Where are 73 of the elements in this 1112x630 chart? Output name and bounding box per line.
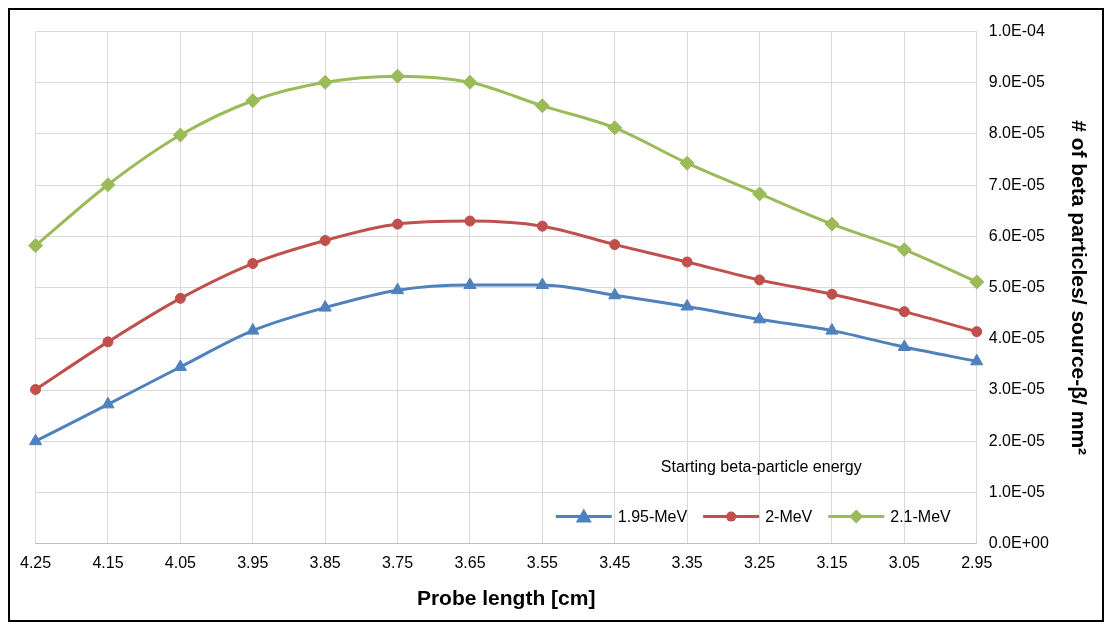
point xyxy=(896,242,912,258)
x-tick-label: 3.85 xyxy=(309,553,341,571)
point xyxy=(317,74,333,90)
y-tick-label: 8.0E-05 xyxy=(988,124,1045,142)
point xyxy=(246,323,260,335)
x-tick-label: 3.65 xyxy=(454,553,486,571)
point xyxy=(247,258,259,270)
y-tick-label: 5.0E-05 xyxy=(988,278,1045,296)
legend-label: 1.95-MeV xyxy=(617,508,688,526)
x-tick-label: 3.35 xyxy=(671,553,703,571)
point xyxy=(172,127,188,143)
point xyxy=(752,186,768,202)
point xyxy=(319,235,331,246)
point xyxy=(608,287,622,300)
point xyxy=(897,339,911,351)
y-tick-label: 9.0E-05 xyxy=(988,73,1045,91)
point xyxy=(898,306,910,318)
point xyxy=(679,155,695,171)
x-tick-label: 3.55 xyxy=(526,553,559,571)
point xyxy=(607,120,623,136)
x-tick-label: 3.15 xyxy=(816,553,848,571)
point xyxy=(971,326,983,338)
point xyxy=(392,218,404,230)
point xyxy=(390,68,406,84)
point xyxy=(462,74,478,90)
point xyxy=(102,336,114,348)
y-tick-label: 0.0E+00 xyxy=(988,534,1049,552)
point xyxy=(318,300,332,312)
y-tick-label: 1.0E-05 xyxy=(988,482,1045,500)
point xyxy=(609,239,621,251)
y-tick-label: 2.0E-05 xyxy=(988,431,1045,449)
point xyxy=(680,299,694,311)
y-tick-label: 3.0E-05 xyxy=(988,380,1045,398)
point xyxy=(391,282,405,295)
point xyxy=(463,277,477,290)
point xyxy=(173,359,187,371)
y-tick-label: 7.0E-05 xyxy=(988,175,1045,193)
point xyxy=(174,292,186,304)
point xyxy=(825,323,839,335)
x-tick-label: 4.15 xyxy=(92,553,124,571)
point xyxy=(681,256,693,268)
x-tick-label: 4.05 xyxy=(164,553,197,571)
point xyxy=(100,177,116,193)
point xyxy=(969,274,985,290)
point xyxy=(536,220,548,232)
point xyxy=(826,288,838,300)
point xyxy=(535,277,549,290)
point xyxy=(534,98,550,114)
y-tick-label: 6.0E-05 xyxy=(988,226,1045,244)
y-axis-title: # of beta particles/ source-β/ mm² xyxy=(1067,120,1091,456)
point xyxy=(30,383,42,395)
x-tick-label: 4.25 xyxy=(20,553,52,571)
x-axis-title: Probe length [cm] xyxy=(416,586,596,610)
y-tick-label: 1.0E-04 xyxy=(988,22,1045,40)
x-tick-label: 3.95 xyxy=(237,553,269,571)
point xyxy=(29,433,43,446)
legend-title: Starting beta-particle energy xyxy=(660,458,862,476)
x-tick-label: 2.95 xyxy=(961,553,993,571)
x-tick-label: 3.25 xyxy=(743,553,776,571)
x-tick-label: 3.45 xyxy=(599,553,631,571)
legend-label: 2-MeV xyxy=(765,508,813,526)
x-tick-label: 3.75 xyxy=(381,553,414,571)
point xyxy=(28,238,44,254)
point xyxy=(752,311,767,324)
legend-label: 2.1-MeV xyxy=(890,508,952,526)
point xyxy=(754,274,766,286)
point xyxy=(464,215,476,227)
point xyxy=(824,216,840,232)
point xyxy=(101,396,115,409)
y-tick-label: 4.0E-05 xyxy=(988,329,1045,347)
x-tick-label: 3.05 xyxy=(888,553,921,571)
point xyxy=(970,353,984,366)
point xyxy=(245,93,261,109)
